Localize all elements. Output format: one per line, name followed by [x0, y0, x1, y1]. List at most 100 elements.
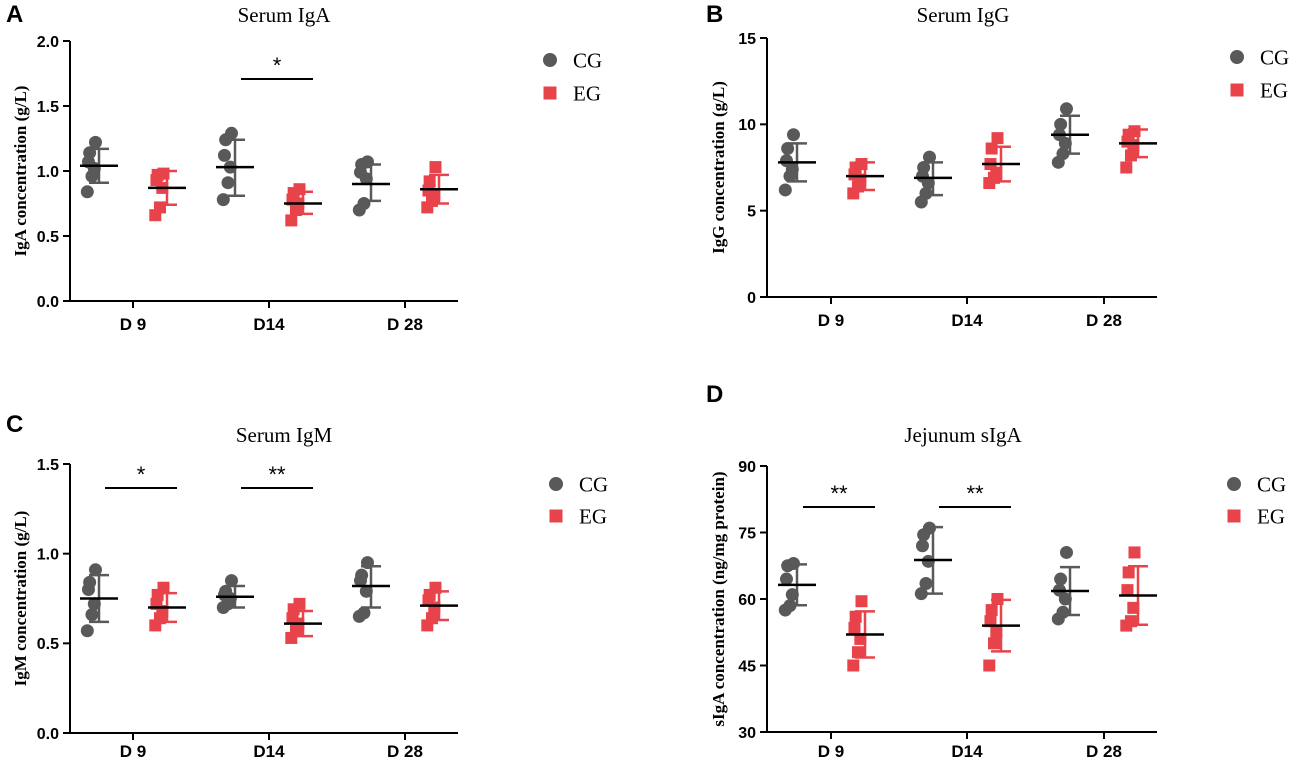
y-axis-label: IgM concentration (g/L) — [11, 511, 30, 687]
data-point-eg — [991, 132, 1004, 145]
data-point-cg — [355, 568, 369, 582]
data-point-eg — [983, 659, 996, 672]
significance-label: ** — [966, 481, 984, 506]
significance-label: * — [273, 53, 282, 78]
data-point-cg — [217, 148, 231, 162]
data-point-eg — [848, 621, 861, 634]
data-point-cg — [83, 575, 97, 589]
y-tick-label: 1.0 — [37, 164, 59, 181]
data-point-cg — [919, 576, 933, 590]
data-point-eg — [423, 175, 436, 188]
data-point-eg — [157, 581, 170, 594]
legend: CG EG — [549, 472, 608, 528]
data-point-cg — [921, 554, 935, 568]
panel-letter: D — [706, 381, 723, 408]
legend-cg-marker — [549, 477, 563, 491]
data-point-cg — [785, 588, 799, 602]
y-tick-label: 10 — [738, 117, 756, 134]
panel-a: A Serum IgA IgA concentration (g/L) 0.0 0.5 1… — [6, 1, 602, 334]
x-tick-label: D14 — [951, 311, 983, 330]
data-point-cg — [919, 186, 933, 200]
series-cg — [778, 521, 1089, 626]
legend-eg-label: EG — [579, 504, 607, 528]
x-tick-label: D 9 — [818, 742, 844, 761]
data-point-cg — [779, 572, 793, 586]
y-tick-label: 0.5 — [37, 229, 59, 246]
x-tick-label: D14 — [253, 315, 285, 334]
data-point-cg — [85, 608, 99, 622]
data-point-eg — [849, 610, 862, 623]
legend-cg-label: CG — [1257, 472, 1286, 496]
x-tick-label: D 28 — [387, 315, 423, 334]
x-tick-label: D14 — [253, 742, 285, 761]
legend-cg-label: CG — [579, 472, 608, 496]
data-point-eg — [847, 659, 860, 672]
legend-cg-marker — [1227, 477, 1241, 491]
x-tick-label: D14 — [951, 742, 983, 761]
data-point-eg — [985, 604, 998, 617]
data-point-cg — [1054, 572, 1068, 586]
data-point-cg — [781, 142, 795, 156]
chart-title: Serum IgA — [238, 3, 332, 27]
legend-eg-label: EG — [573, 81, 601, 105]
y-axis-label: sIgA concentration (ng/mg protein) — [709, 471, 728, 726]
x-tick-label: D 9 — [120, 742, 146, 761]
series-cg — [80, 556, 390, 638]
data-point-cg — [915, 539, 929, 553]
data-point-eg — [1127, 601, 1140, 614]
x-tick-label: D 28 — [387, 742, 423, 761]
data-point-cg — [80, 624, 94, 638]
data-point-cg — [786, 128, 800, 142]
data-point-cg — [1054, 117, 1068, 131]
x-tick-label: D 9 — [818, 311, 844, 330]
y-tick-label: 1.5 — [37, 457, 59, 474]
y-axis-label: IgG concentration (g/L) — [709, 81, 728, 254]
data-point-eg — [285, 214, 298, 227]
data-point-cg — [917, 161, 931, 174]
series-eg — [846, 125, 1157, 200]
panel-b: B Serum IgG IgG concentration (g/L) 0 5 10 15 D… — [706, 1, 1289, 330]
series-cg — [778, 102, 1089, 209]
data-point-cg — [914, 587, 928, 601]
data-point-cg — [88, 135, 102, 149]
y-tick-label: 45 — [738, 658, 756, 675]
data-point-cg — [357, 606, 371, 620]
series-eg — [148, 161, 458, 227]
x-tick-label: D 9 — [120, 315, 146, 334]
significance-label: ** — [268, 462, 286, 487]
panel-letter: C — [6, 411, 23, 438]
panel-letter: A — [6, 1, 23, 28]
legend-eg-marker — [543, 86, 557, 100]
data-point-cg — [1059, 545, 1073, 559]
data-point-cg — [922, 150, 936, 164]
data-point-eg — [1124, 149, 1137, 162]
panel-c: C Serum IgM IgM concentration (g/L) 0.0 0.5 1… — [6, 411, 608, 761]
legend-cg-label: CG — [573, 48, 602, 72]
data-point-eg — [293, 597, 306, 610]
y-tick-label: 5 — [747, 203, 756, 220]
chart-title: Jejunum sIgA — [904, 423, 1022, 447]
legend-eg-marker — [549, 509, 563, 523]
panel-d: D Jejunum sIgA sIgA concentration (ng/mg p… — [706, 381, 1286, 761]
y-tick-label: 75 — [738, 525, 756, 542]
series-cg — [80, 126, 390, 217]
legend-cg-marker — [1230, 50, 1244, 64]
legend-eg-label: EG — [1260, 78, 1288, 102]
data-point-eg — [985, 142, 998, 155]
x-tick-label: D 28 — [1086, 311, 1122, 330]
data-point-eg — [1128, 546, 1141, 559]
legend-eg-label: EG — [1257, 504, 1285, 528]
data-point-eg — [851, 646, 864, 659]
y-tick-label: 90 — [738, 459, 756, 476]
y-tick-label: 2.0 — [37, 34, 59, 51]
data-point-eg — [855, 595, 868, 608]
data-point-eg — [854, 632, 867, 645]
legend: CG EG — [1230, 45, 1289, 102]
legend-cg-label: CG — [1260, 45, 1289, 69]
data-point-cg — [221, 176, 235, 190]
data-point-cg — [778, 183, 792, 197]
data-point-eg — [1122, 566, 1135, 579]
data-point-eg — [1128, 125, 1141, 138]
chart-title: Serum IgG — [917, 3, 1010, 27]
